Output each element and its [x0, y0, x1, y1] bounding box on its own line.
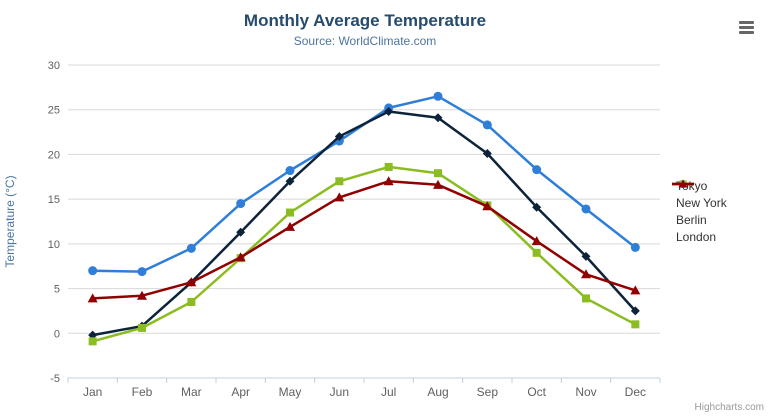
chart-title: Monthly Average Temperature [243, 11, 487, 30]
hamburger-bar [739, 31, 754, 34]
data-point-new-york-jul[interactable] [384, 107, 394, 117]
data-point-tokyo-jan[interactable] [88, 266, 98, 276]
data-point-new-york-jan[interactable] [88, 330, 98, 340]
x-axis-label: Sep [477, 385, 499, 399]
data-point-berlin-mar[interactable] [187, 297, 196, 306]
data-point-london-jan[interactable] [87, 293, 98, 303]
legend-item-london[interactable]: London [671, 179, 727, 245]
data-point-new-york-oct[interactable] [532, 202, 542, 212]
data-point-tokyo-sep[interactable] [482, 120, 492, 130]
y-axis-tick-label: 20 [48, 149, 60, 161]
data-point-tokyo-may[interactable] [285, 166, 295, 176]
series-line-berlin [91, 165, 637, 343]
data-point-london-jul[interactable] [383, 176, 394, 186]
y-axis-tick-label: -5 [50, 373, 60, 385]
x-axis-label: Feb [132, 385, 153, 399]
data-point-tokyo-apr[interactable] [236, 199, 246, 209]
x-axis-label: Dec [625, 385, 646, 399]
data-point-berlin-dec[interactable] [631, 320, 640, 329]
data-point-london-aug[interactable] [433, 179, 443, 189]
data-point-london-feb[interactable] [137, 290, 147, 300]
x-axis-label: Jun [330, 385, 349, 399]
y-axis-tick-label: 25 [48, 105, 60, 117]
data-point-berlin-oct[interactable] [532, 248, 541, 257]
x-axis-label: Nov [575, 385, 596, 399]
legend-label: Berlin [676, 212, 707, 227]
data-point-tokyo-feb[interactable] [137, 267, 147, 277]
data-point-london-mar[interactable] [186, 277, 197, 287]
series-london [87, 176, 641, 303]
legend-marker-triangle-icon [672, 179, 694, 188]
y-axis-tick-label: 0 [54, 328, 60, 340]
legend-item-new-york[interactable]: New York [671, 180, 727, 211]
data-point-new-york-nov[interactable] [581, 251, 591, 261]
data-point-london-sep[interactable] [482, 201, 493, 211]
hamburger-bar [739, 26, 754, 29]
data-point-tokyo-dec[interactable] [630, 242, 640, 252]
hamburger-menu-icon[interactable] [739, 21, 755, 36]
data-point-new-york-sep[interactable] [482, 149, 492, 159]
data-point-berlin-nov[interactable] [582, 294, 590, 303]
legend-label: New York [676, 195, 727, 210]
x-axis-label: Jan [83, 385, 102, 399]
data-point-london-dec[interactable] [630, 285, 641, 295]
x-axis-label: May [279, 385, 302, 399]
data-point-berlin-may[interactable] [286, 208, 294, 217]
data-point-tokyo-mar[interactable] [186, 243, 196, 253]
x-axis-label: Oct [527, 385, 546, 399]
data-point-london-jun[interactable] [334, 192, 345, 202]
data-point-berlin-jan[interactable] [88, 337, 97, 346]
data-point-berlin-feb[interactable] [138, 323, 146, 332]
series-new-york [88, 107, 640, 340]
series-tokyo [88, 91, 640, 277]
x-axis-label: Apr [231, 385, 250, 399]
legend-item-berlin[interactable]: Berlin [671, 180, 727, 228]
data-point-new-york-aug[interactable] [433, 113, 443, 123]
y-axis-tick-label: 10 [48, 239, 60, 251]
data-point-berlin-jun[interactable] [335, 177, 344, 186]
x-axis-label: Mar [181, 385, 202, 399]
legend: Tokyo New York Berlin London [671, 177, 727, 245]
data-point-tokyo-oct[interactable] [532, 165, 542, 175]
y-axis-tick-label: 5 [54, 284, 60, 296]
data-point-new-york-jun[interactable] [334, 132, 344, 142]
hamburger-bar [739, 21, 754, 24]
data-point-new-york-apr[interactable] [236, 227, 246, 237]
y-axis-tick-label: 15 [48, 194, 60, 206]
legend-label: London [676, 229, 717, 244]
data-point-berlin-jul[interactable] [384, 162, 393, 171]
data-point-london-apr[interactable] [235, 252, 246, 262]
data-point-new-york-dec[interactable] [630, 306, 640, 316]
data-point-tokyo-aug[interactable] [433, 91, 443, 101]
series-line-new-york [91, 110, 637, 337]
chart-subtitle: Source: WorldClimate.com [293, 34, 437, 48]
highcharts-credit[interactable]: Highcharts.com [694, 402, 764, 413]
data-point-tokyo-nov[interactable] [581, 204, 591, 214]
data-point-london-nov[interactable] [581, 269, 591, 279]
series-line-tokyo [91, 95, 637, 273]
y-axis-tick-label: 30 [48, 60, 60, 72]
data-point-berlin-aug[interactable] [434, 169, 442, 178]
x-axis-label: Jul [381, 385, 396, 399]
data-point-new-york-may[interactable] [285, 176, 295, 186]
x-axis-label: Aug [427, 385, 448, 399]
series-line-london [91, 180, 637, 300]
data-point-london-oct[interactable] [531, 236, 542, 246]
data-point-london-may[interactable] [285, 221, 295, 231]
y-axis-title: Temperature (°C) [3, 175, 17, 267]
